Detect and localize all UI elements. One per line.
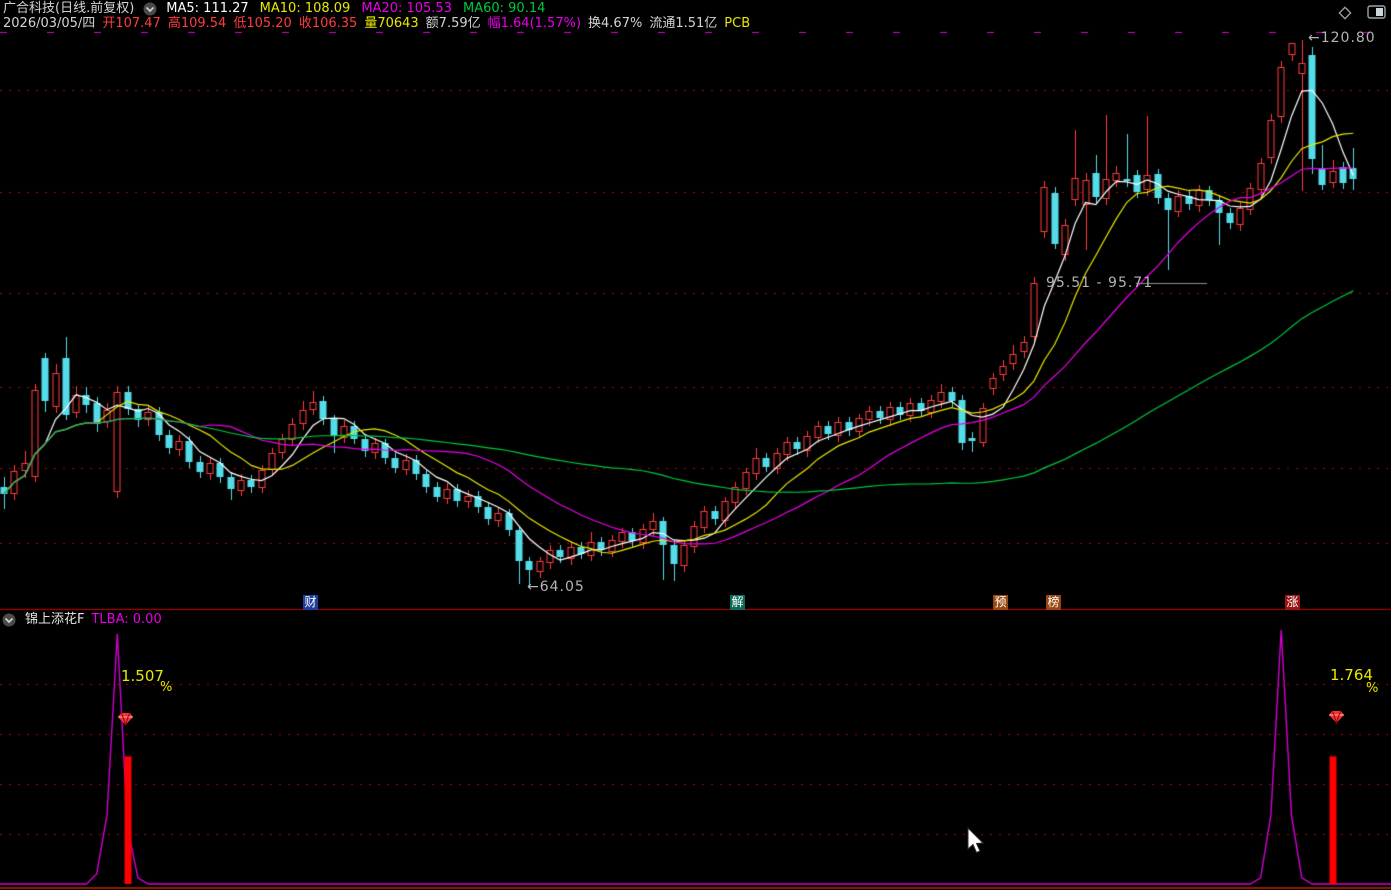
titlebar-tools (1328, 5, 1387, 25)
concept-tag-label: PCB (724, 16, 751, 31)
chart-header: 广合科技(日线.前复权) MA5: 111.27 MA10: 108.09 MA… (3, 1, 556, 16)
hotkey-button-explain[interactable]: 解 (730, 595, 745, 610)
quote-info-line: 2026/03/05/四 开107.47 高109.54 低105.20 收10… (3, 16, 757, 31)
layout-toggle-icon[interactable] (1367, 5, 1387, 24)
high-price-annotation: ←120.80 (1308, 30, 1376, 46)
hotkey-button-limit-up[interactable]: 涨 (1285, 595, 1300, 610)
gem-icon (1328, 709, 1345, 728)
mouse-cursor (967, 826, 989, 859)
change-label: 幅1.64(1.57%) (487, 16, 582, 31)
ma10-label: MA10: 108.09 (259, 1, 351, 16)
spike-percent-sign-left: % (160, 680, 173, 695)
volume-label: 量70643 (364, 16, 419, 31)
turnover-label: 换4.67% (588, 16, 643, 31)
spike-value-label-left: 1.507 (121, 667, 164, 685)
stock-title: 广合科技(日线.前复权) (3, 1, 135, 16)
ma5-label: MA5: 111.27 (166, 1, 249, 16)
low-price-annotation: ←64.05 (527, 579, 585, 595)
float-cap-label: 流通1.51亿 (649, 16, 718, 31)
open-label: 开107.47 (102, 16, 161, 31)
close-label: 收106.35 (298, 16, 358, 31)
indicator-value: TLBA: 0.00 (91, 612, 162, 627)
high-label: 高109.54 (167, 16, 227, 31)
indicator-name[interactable]: 锦上添花F (25, 612, 85, 627)
ma60-label: MA60: 90.14 (462, 1, 546, 16)
spike-value-label-right: 1.764 (1330, 666, 1373, 684)
hotkey-button-forecast[interactable]: 预 (993, 595, 1008, 610)
hotkey-button-finance[interactable]: 财 (303, 595, 318, 610)
indicator-header: 锦上添花F TLBA: 0.00 (2, 612, 169, 627)
hotkey-button-rank[interactable]: 榜 (1046, 595, 1061, 610)
spike-percent-sign-right: % (1366, 681, 1379, 696)
gap-range-annotation: 95.51 - 95.71 (1046, 275, 1154, 291)
diamond-outline-icon[interactable] (1337, 5, 1353, 25)
date-label: 2026/03/05/四 (3, 16, 96, 31)
amount-label: 额7.59亿 (425, 16, 481, 31)
low-label: 低105.20 (233, 16, 292, 31)
collapse-indicator-chevron-icon[interactable] (2, 613, 16, 627)
collapse-main-chevron-icon[interactable] (143, 2, 157, 16)
ma20-label: MA20: 105.53 (361, 1, 452, 16)
gem-icon (117, 711, 134, 730)
